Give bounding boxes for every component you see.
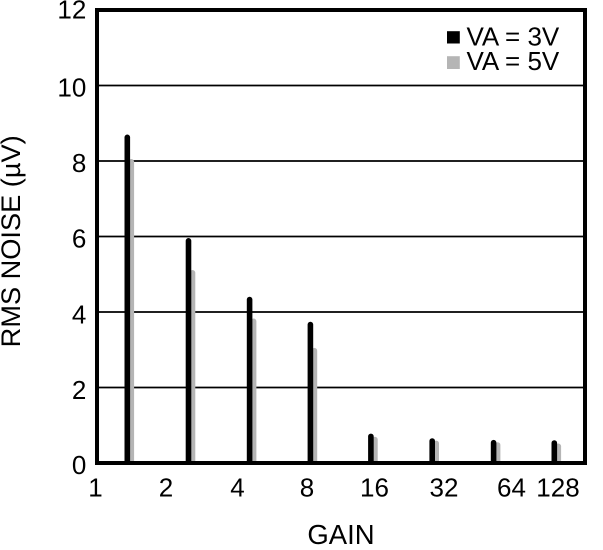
svg-text:VA = 5V: VA = 5V [467, 46, 560, 76]
svg-text:12: 12 [57, 0, 86, 25]
svg-text:8: 8 [300, 473, 314, 503]
svg-text:10: 10 [57, 73, 86, 103]
svg-text:16: 16 [360, 473, 389, 503]
svg-text:6: 6 [72, 224, 86, 254]
svg-text:GAIN: GAIN [307, 519, 374, 550]
svg-text:4: 4 [72, 300, 86, 330]
svg-text:1: 1 [88, 473, 102, 503]
svg-text:2: 2 [72, 375, 86, 405]
svg-text:8: 8 [72, 148, 86, 178]
svg-text:0: 0 [72, 450, 86, 480]
svg-text:4: 4 [230, 473, 244, 503]
svg-text:64: 64 [497, 473, 526, 503]
svg-text:32: 32 [430, 473, 459, 503]
svg-text:2: 2 [159, 473, 173, 503]
svg-text:128: 128 [536, 473, 579, 503]
svg-text:VA = 3V: VA = 3V [467, 22, 560, 52]
svg-text:RMS NOISE (µV): RMS NOISE (µV) [0, 135, 26, 347]
